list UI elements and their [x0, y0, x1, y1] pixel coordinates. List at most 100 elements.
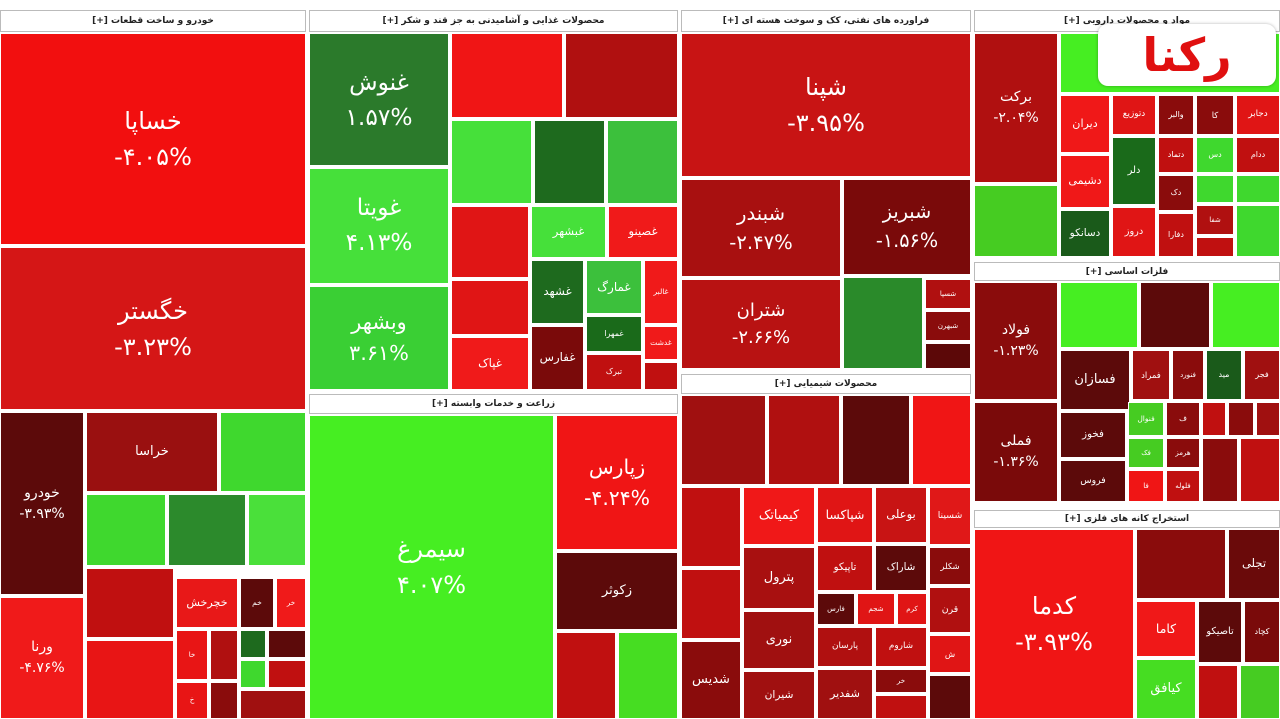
- tile-label: غپاک: [478, 355, 502, 370]
- tile-label: والبر: [1168, 110, 1184, 119]
- tile-label: شجم: [868, 603, 884, 613]
- tile-label: دسانکو: [1069, 226, 1101, 239]
- tile: تجلی: [1228, 529, 1280, 599]
- tile: دروز: [1112, 207, 1156, 257]
- tile-label: مید: [1218, 370, 1230, 379]
- tile: [1060, 282, 1138, 348]
- tile: مید: [1206, 350, 1242, 400]
- tile: بوعلی: [875, 487, 927, 543]
- tile: خساپا -۴.۰۵%: [0, 33, 306, 245]
- tile-label: شاروم: [888, 641, 914, 652]
- tile-change: ۱.۵۷%: [345, 102, 413, 131]
- tile-label: فلوله: [1175, 480, 1191, 490]
- tile: شپاکسا: [817, 487, 873, 543]
- tile: زکوثر: [556, 552, 678, 630]
- tile: خم: [240, 578, 274, 628]
- tile-label: فملی: [1000, 433, 1032, 449]
- tile: غمارگ: [586, 260, 642, 314]
- tile: دتماد: [1158, 137, 1194, 173]
- tile: فلوله: [1166, 470, 1200, 502]
- tile-label: تبرک: [605, 367, 623, 376]
- tile: [86, 494, 166, 566]
- tile-label: تاصیکو: [1206, 625, 1234, 637]
- tile-label: شپنا: [805, 73, 847, 101]
- tile-change: -۲.۴۷%: [729, 231, 793, 254]
- tile-label: خراسا: [135, 444, 169, 460]
- logo: رکنا: [1098, 24, 1276, 86]
- tile: فنوال: [1128, 402, 1164, 436]
- tile: [842, 395, 910, 485]
- tile: فارس: [817, 593, 855, 625]
- tile-label: پترول: [763, 570, 795, 586]
- tile-label: شبریز: [882, 200, 932, 224]
- tile-change: -۴.۰۵%: [114, 143, 192, 171]
- tile-label: پارسان: [831, 641, 859, 652]
- tile-label: خر: [286, 598, 296, 607]
- tile-label: شبندر: [737, 201, 785, 225]
- tile: [843, 277, 923, 369]
- tile: دیران: [1060, 95, 1110, 153]
- tile: تاپیکو: [817, 545, 873, 591]
- tile: کچاد: [1244, 601, 1280, 663]
- sector-header: محصولات غذایی و آشامیدنی به جز قند و شکر…: [309, 10, 678, 32]
- tile: [556, 632, 616, 719]
- tile-label: خ: [189, 695, 195, 705]
- tile: شیران: [743, 671, 815, 719]
- tile: [1256, 402, 1280, 436]
- tile: غبشهر: [531, 206, 606, 258]
- tile: غدشت: [644, 326, 678, 360]
- tile-label: فنوال: [1137, 414, 1155, 424]
- tile: شسینا: [929, 487, 971, 545]
- tile: [86, 568, 174, 638]
- tile: [1228, 402, 1254, 436]
- tile-label: کرم: [906, 604, 918, 613]
- tile-label: شسپا: [939, 289, 957, 298]
- tile: فنورد: [1172, 350, 1204, 400]
- tile-label: دس: [1208, 150, 1222, 159]
- tile-label: دشیمی: [1068, 174, 1102, 188]
- tile-label: برکت: [999, 89, 1033, 105]
- tile-label: شبهرن: [937, 321, 959, 330]
- tile-label: غالبر: [653, 287, 669, 297]
- tile: [768, 395, 840, 485]
- tile: فملی -۱.۳۶%: [974, 402, 1058, 502]
- tile: [1240, 665, 1280, 719]
- tile: وبشهر ۳.۶۱%: [309, 286, 449, 390]
- tile: [210, 630, 238, 680]
- tile-label: شپاکسا: [825, 506, 865, 522]
- tile-label: زپارس: [588, 455, 646, 480]
- tile-label: غفارس: [539, 350, 576, 365]
- tile-label: خم: [252, 598, 262, 608]
- tile-change: -۳.۲۳%: [114, 332, 192, 361]
- tile-label: غویتا: [356, 194, 402, 222]
- tile-label: کاما: [1155, 620, 1177, 636]
- tile-change: -۳.۹۳%: [19, 505, 65, 522]
- tile-change: -۱.۳۶%: [993, 454, 1039, 470]
- tile: [681, 569, 741, 639]
- tile-label: بوعلی: [886, 507, 916, 522]
- tile: شکلر: [929, 547, 971, 585]
- tile: [1202, 402, 1226, 436]
- tile-label: شدیس: [692, 672, 730, 688]
- tile: خا: [176, 630, 208, 680]
- tile-label: ددام: [1250, 150, 1266, 159]
- tile-change: -۴.۲۴%: [584, 485, 650, 510]
- tile-label: تجلی: [1241, 556, 1267, 571]
- tile-label: سیمرغ: [397, 535, 466, 563]
- tile-label: غنوش: [349, 67, 409, 96]
- sector-header: خودرو و ساخت قطعات [+]: [0, 10, 306, 32]
- sector-header: فلزات اساسی [+]: [974, 262, 1280, 281]
- tile-label: غبشهر: [552, 224, 585, 239]
- tile: ف: [1166, 402, 1200, 436]
- tile: تاصیکو: [1198, 601, 1242, 663]
- tile: شپنا -۳.۹۵%: [681, 33, 971, 177]
- tile: [974, 185, 1058, 257]
- tile: خر: [276, 578, 306, 628]
- tile: شتران -۲.۶۶%: [681, 279, 841, 369]
- tile: کدما -۳.۹۳%: [974, 529, 1134, 719]
- tile: [210, 682, 238, 719]
- tile-label: شیران: [764, 688, 794, 701]
- tile: شبندر -۲.۴۷%: [681, 179, 841, 277]
- tile-label: غمارگ: [597, 280, 631, 294]
- tile-label: شاراک: [886, 562, 916, 574]
